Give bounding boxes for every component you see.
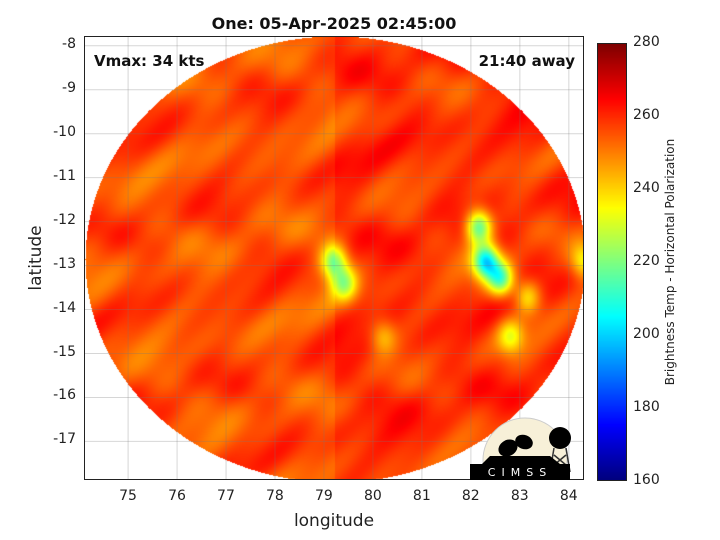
plot-area — [84, 36, 584, 480]
time-away-annotation: 21:40 away — [478, 52, 575, 70]
x-tick-label: 75 — [119, 488, 137, 504]
vmax-annotation: Vmax: 34 kts — [94, 52, 205, 70]
x-axis-label: longitude — [293, 511, 375, 531]
y-tick-label: -9 — [62, 79, 76, 96]
y-tick-label: -12 — [53, 211, 76, 228]
y-tick-label: -14 — [53, 299, 76, 316]
grid-lines — [85, 37, 583, 479]
y-tick-label: -10 — [53, 123, 76, 140]
y-tick-label: -16 — [53, 387, 76, 404]
cimss-logo: CIMSS — [470, 417, 571, 480]
x-tick-label: 79 — [314, 488, 333, 504]
colorbar-tick-label: 260 — [633, 107, 660, 123]
y-tick-label: -13 — [53, 255, 76, 272]
colorbar-tick-label: 280 — [633, 34, 660, 50]
brightness-temp-heatmap — [85, 37, 583, 479]
colorbar — [597, 43, 627, 481]
x-tick-label: 84 — [559, 488, 578, 504]
y-axis-label: latitude — [26, 225, 46, 291]
svg-text:CIMSS: CIMSS — [488, 466, 552, 479]
x-tick-label: 77 — [217, 488, 235, 504]
colorbar-tick-label: 180 — [633, 399, 660, 415]
colorbar-tick-label: 200 — [633, 326, 660, 342]
x-tick-label: 80 — [363, 488, 382, 504]
x-tick-label: 76 — [168, 488, 186, 504]
colorbar-tick-label: 220 — [633, 253, 660, 269]
y-tick-label: -15 — [53, 343, 76, 360]
colorbar-tick-label: 240 — [633, 180, 660, 196]
x-tick-label: 81 — [412, 488, 431, 504]
colorbar-label: Brightness Temp - Horizontal Polarizatio… — [663, 138, 677, 386]
y-tick-label: -11 — [53, 167, 76, 184]
x-tick-label: 83 — [510, 488, 529, 504]
x-tick-label: 78 — [266, 488, 284, 504]
y-tick-label: -8 — [62, 35, 76, 52]
chart-title: One: 05-Apr-2025 02:45:00 — [211, 14, 457, 33]
x-tick-label: 82 — [461, 488, 480, 504]
y-tick-label: -17 — [53, 431, 76, 448]
colorbar-tick-label: 160 — [633, 472, 660, 488]
